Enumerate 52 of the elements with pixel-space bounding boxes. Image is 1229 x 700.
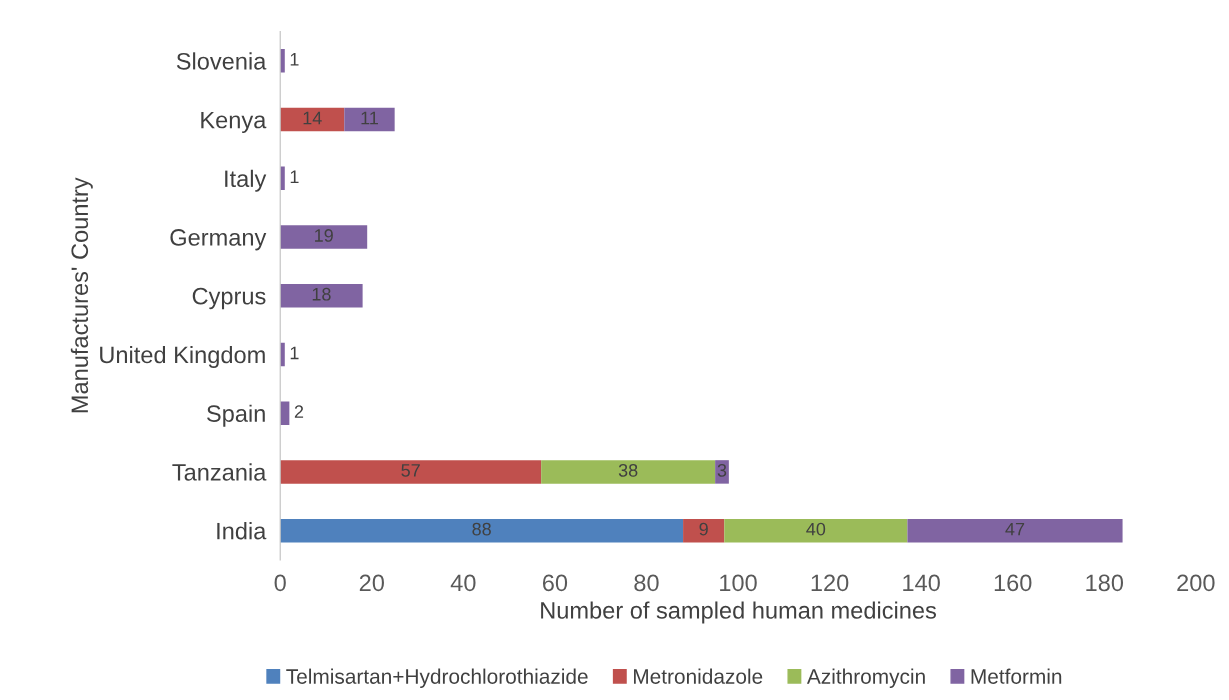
x-tick-label: 80 xyxy=(634,574,659,592)
data-label: 38 xyxy=(618,463,638,477)
bar xyxy=(907,518,1123,543)
bar xyxy=(715,460,729,484)
x-tick-label: 200 xyxy=(1177,574,1215,592)
bar xyxy=(280,107,345,132)
data-label: 11 xyxy=(361,111,378,125)
x-tick-label: 100 xyxy=(720,574,757,592)
bar xyxy=(541,460,716,484)
data-label: 88 xyxy=(472,522,491,536)
legend-label: Telmisartan+Hydrochlorothiazide xyxy=(286,668,588,689)
y-tick-label: Germany xyxy=(170,229,267,251)
data-label: 19 xyxy=(315,229,333,242)
x-tick-label: 40 xyxy=(450,574,476,592)
data-label: 9 xyxy=(699,522,708,536)
bar xyxy=(683,518,725,543)
bar xyxy=(344,107,395,132)
x-axis-title: Number of sampled human medicines xyxy=(541,601,936,624)
x-tick-label: 120 xyxy=(811,574,849,592)
data-label: 2 xyxy=(294,405,304,418)
y-tick-label: Italy xyxy=(225,169,267,192)
data-label: 47 xyxy=(1005,522,1025,536)
data-label: 57 xyxy=(401,464,420,477)
x-tick-label: 20 xyxy=(359,574,384,592)
data-label: 14 xyxy=(303,111,322,125)
x-tick-label: 180 xyxy=(1086,574,1124,592)
bar xyxy=(280,518,684,543)
y-tick-label: Spain xyxy=(207,404,265,427)
data-label: 18 xyxy=(312,287,331,301)
x-tick-label: 60 xyxy=(542,574,568,592)
x-tick-label: 0 xyxy=(274,574,286,592)
bar xyxy=(724,518,908,543)
bar xyxy=(280,460,542,484)
data-label: 1 xyxy=(290,53,299,66)
y-tick-label: United Kingdom xyxy=(100,345,265,368)
data-label: 40 xyxy=(806,522,826,536)
legend-label: Azithromycin xyxy=(806,668,925,689)
bar xyxy=(280,225,368,249)
data-label: 1 xyxy=(290,170,299,183)
legend-label: Metronidazole xyxy=(634,668,763,684)
bar xyxy=(280,284,363,308)
data-label: 1 xyxy=(290,346,299,360)
y-tick-label: Tanzania xyxy=(172,463,267,481)
y-tick-label: Kenya xyxy=(201,111,267,134)
y-tick-label: Cyprus xyxy=(192,287,266,310)
y-axis-title: Manufactures' Country xyxy=(70,177,93,413)
y-tick-label: Slovenia xyxy=(176,52,267,70)
x-tick-label: 140 xyxy=(903,574,940,592)
y-tick-label: India xyxy=(217,522,267,540)
x-tick-label: 160 xyxy=(994,574,1032,592)
legend-label: Metformin xyxy=(971,668,1062,684)
data-label: 3 xyxy=(717,463,727,477)
